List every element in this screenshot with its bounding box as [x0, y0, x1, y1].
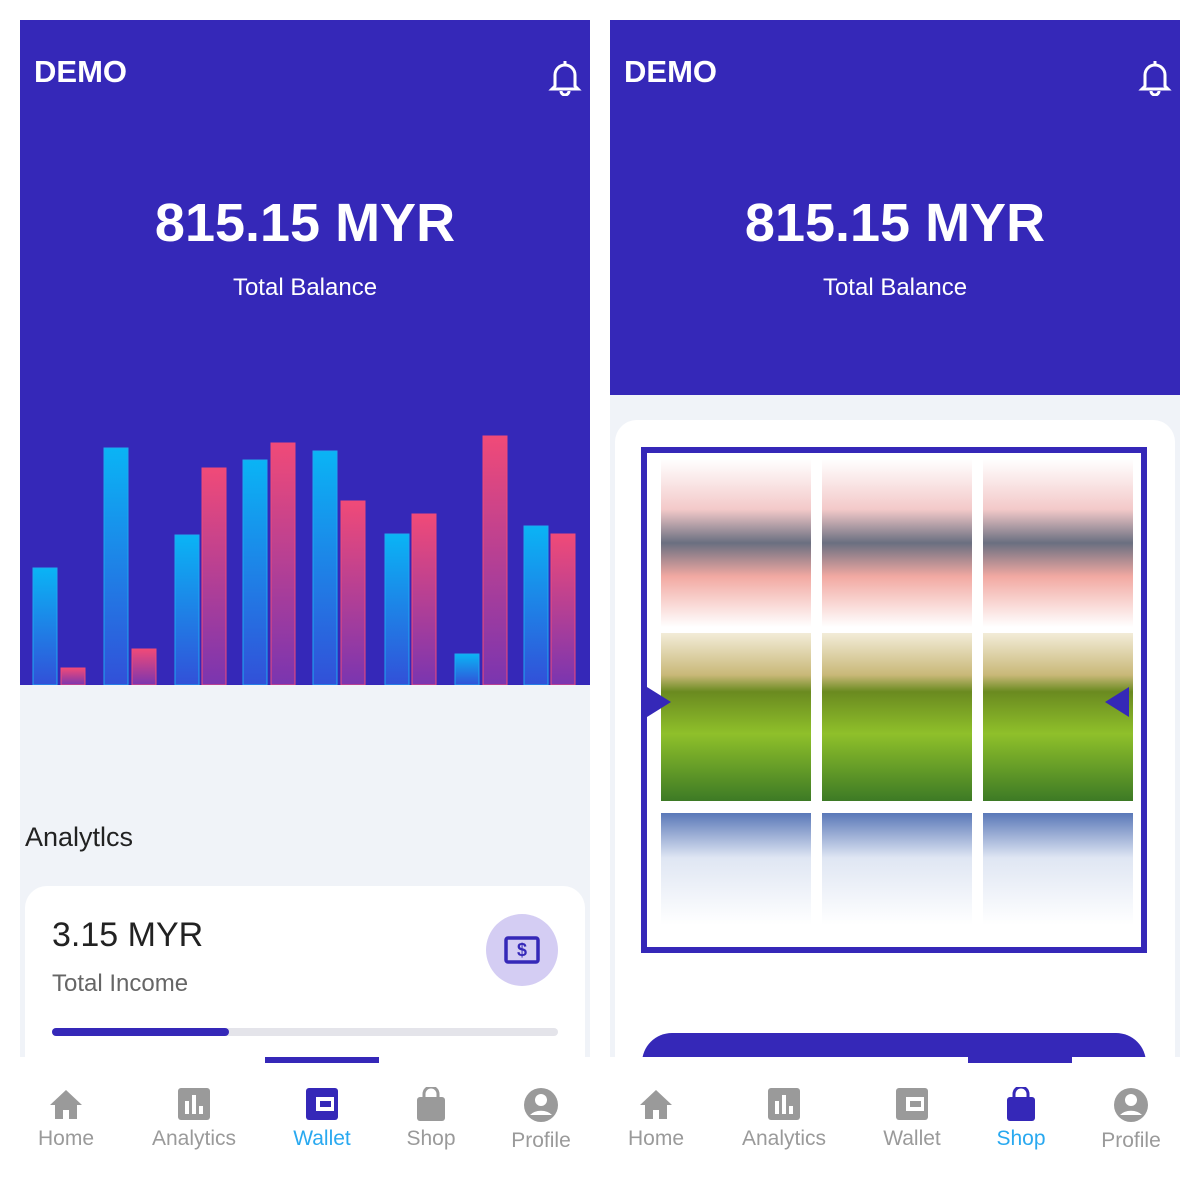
nav-wallet[interactable]: Wallet [267, 1087, 377, 1151]
grid-image[interactable] [983, 813, 1133, 925]
income-amount: 3.15 MYR [52, 916, 204, 954]
svg-text:$: $ [517, 940, 527, 960]
nav-label: Home [627, 1127, 685, 1150]
progress-fill [52, 1028, 229, 1036]
income-icon: $ [486, 914, 558, 986]
income-card [25, 886, 585, 1086]
nav-label: Analytics [741, 1127, 827, 1150]
nav-home[interactable]: Home [610, 1087, 711, 1151]
nav-label: Home [37, 1127, 95, 1150]
grid-image[interactable] [661, 813, 811, 925]
bottom-nav: Home Analytics Wallet Shop Profile [20, 1057, 590, 1180]
nav-label: Shop [996, 1127, 1046, 1150]
balance-amount: 815.15 MYR [744, 193, 1046, 253]
balance-label: Total Balance [232, 274, 378, 301]
nav-label: Profile [511, 1129, 571, 1152]
screen-shop: DEMO 815.15 MYR Total Balance Home Analy… [610, 20, 1180, 1180]
app-title: DEMO [624, 54, 717, 89]
nav-shop[interactable]: Shop [376, 1087, 486, 1151]
nav-profile[interactable]: Profile [1076, 1087, 1180, 1153]
header-panel [610, 20, 1180, 395]
grid-image[interactable] [983, 459, 1133, 627]
grid-image[interactable] [822, 633, 972, 801]
balance-amount: 815.15 MYR [154, 193, 456, 253]
grid-image[interactable] [822, 459, 972, 627]
bell-icon[interactable] [548, 58, 582, 96]
active-indicator [968, 1057, 1072, 1063]
nav-shop[interactable]: Shop [966, 1087, 1076, 1151]
nav-profile[interactable]: Profile [486, 1087, 590, 1153]
nav-label: Wallet [293, 1127, 351, 1150]
nav-label: Analytics [151, 1127, 237, 1150]
bar-decoration [32, 435, 576, 685]
balance-label: Total Balance [822, 274, 968, 301]
grid-image[interactable] [661, 633, 811, 801]
nav-analytics[interactable]: Analytics [729, 1087, 839, 1151]
nav-label: Shop [406, 1127, 456, 1150]
income-label: Total Income [52, 970, 189, 997]
nav-label: Wallet [883, 1127, 941, 1150]
grid-image[interactable] [983, 633, 1133, 801]
section-title: Analytlcs [25, 822, 134, 852]
app-title: DEMO [34, 54, 127, 89]
image-grid [641, 447, 1147, 953]
bottom-nav: Home Analytics Wallet Shop Profile [610, 1057, 1180, 1180]
active-indicator [265, 1057, 379, 1063]
grid-image[interactable] [661, 459, 811, 627]
nav-wallet[interactable]: Wallet [857, 1087, 967, 1151]
bell-icon[interactable] [1138, 58, 1172, 96]
grid-arrows [647, 687, 1129, 717]
progress-track [52, 1028, 558, 1036]
screen-wallet: DEMO 815.15 MYR Total Balance Analytlcs … [20, 20, 590, 1180]
grid-image[interactable] [822, 813, 972, 925]
nav-home[interactable]: Home [20, 1087, 121, 1151]
nav-analytics[interactable]: Analytics [139, 1087, 249, 1151]
nav-label: Profile [1101, 1129, 1161, 1152]
